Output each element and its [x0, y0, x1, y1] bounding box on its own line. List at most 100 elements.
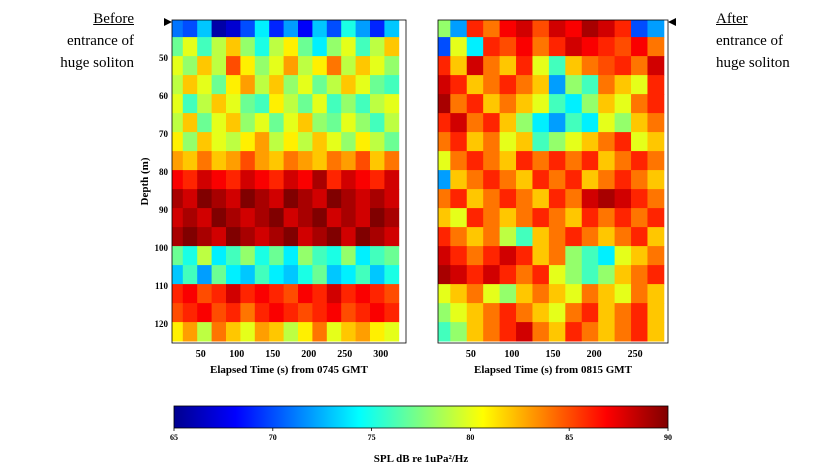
heatmap-cell: [647, 303, 665, 323]
heatmap-cell: [438, 170, 451, 190]
heatmap-cell: [197, 246, 212, 266]
heatmap-cell: [384, 132, 400, 152]
heatmap-cell: [182, 265, 198, 285]
after-heading: After: [716, 11, 748, 27]
before-heatmap-panel: 50 100 150 200 250 300 Elapsed Time (s) from 0…: [171, 19, 407, 376]
heatmap-cell: [384, 113, 400, 133]
after-line1: entrance of: [716, 33, 784, 49]
heatmap-cell: [355, 265, 371, 285]
heatmap-cell: [298, 322, 313, 342]
heatmap-cell: [565, 37, 583, 57]
heatmap-cell: [298, 170, 313, 190]
heatmap-cell: [466, 56, 484, 76]
heatmap-cell: [532, 170, 550, 190]
heatmap-cell: [466, 170, 484, 190]
depth-axis: 50 60 70 80 90 100 110 120 Depth (m): [139, 53, 169, 329]
heatmap-cell: [269, 208, 284, 228]
heatmap-cell: [211, 75, 227, 95]
heatmap-cell: [172, 303, 184, 323]
heatmap-cell: [565, 94, 583, 114]
heatmap-cell: [548, 132, 566, 152]
heatmap-cell: [197, 265, 212, 285]
heatmap-cell: [298, 246, 313, 266]
heatmap-cell: [614, 265, 632, 285]
heatmap-cell: [182, 20, 198, 38]
heatmap-cell: [269, 75, 284, 95]
heatmap-cell: [370, 246, 385, 266]
heatmap-cell: [598, 208, 616, 228]
heatmap-cell: [516, 132, 533, 152]
heatmap-cell: [581, 151, 599, 171]
heatmap-cell: [631, 208, 648, 228]
heatmap-cell: [370, 227, 385, 247]
heatmap-cell: [211, 284, 227, 304]
heatmap-cell: [516, 303, 533, 323]
heatmap-cell: [182, 284, 198, 304]
heatmap-cell: [172, 246, 184, 266]
heatmap-cell: [548, 37, 566, 57]
heatmap-cell: [548, 94, 566, 114]
heatmap-cell: [298, 208, 313, 228]
heatmap-cell: [614, 37, 632, 57]
heatmap-cell: [438, 208, 451, 228]
heatmap-cell: [565, 303, 583, 323]
heatmap-cell: [254, 265, 270, 285]
heatmap-cell: [532, 189, 550, 209]
y-tick-label: 100: [155, 243, 169, 253]
heatmap-cell: [614, 246, 632, 266]
heatmap-cell: [516, 170, 533, 190]
heatmap-cell: [226, 265, 241, 285]
heatmap-cell: [548, 284, 566, 304]
heatmap-cell: [598, 246, 616, 266]
heatmap-cell: [283, 265, 299, 285]
heatmap-cell: [283, 170, 299, 190]
heatmap-cell: [438, 132, 451, 152]
heatmap-cell: [614, 113, 632, 133]
heatmap-cell: [312, 170, 328, 190]
heatmap-cell: [355, 94, 371, 114]
heatmap-cell: [355, 20, 371, 38]
heatmap-cell: [355, 284, 371, 304]
heatmap-cell: [370, 132, 385, 152]
y-tick-label: 70: [159, 129, 169, 139]
heatmap-cell: [466, 132, 484, 152]
heatmap-cell: [326, 75, 342, 95]
heatmap-cell: [466, 246, 484, 266]
heatmap-cell: [254, 75, 270, 95]
x-axis-title: Elapsed Time (s) from 0815 GMT: [474, 364, 633, 376]
heatmap-cell: [499, 151, 517, 171]
heatmap-cell: [581, 189, 599, 209]
depth-markers: [164, 18, 676, 26]
heatmap-cell: [197, 94, 212, 114]
heatmap-cell: [483, 94, 501, 114]
heatmap-cell: [532, 113, 550, 133]
heatmap-cell: [438, 37, 451, 57]
heatmap-cell: [226, 322, 241, 342]
heatmap-cell: [438, 265, 451, 285]
heatmap-cell: [326, 189, 342, 209]
colorbar-tick-label: 80: [466, 433, 474, 442]
heatmap-cell: [631, 265, 648, 285]
heatmap-cell: [450, 151, 468, 171]
heatmap-cell: [254, 56, 270, 76]
heatmap-cell: [355, 151, 371, 171]
heatmap-cell: [341, 75, 356, 95]
heatmap-cell: [172, 227, 184, 247]
heatmap-cell: [269, 303, 284, 323]
heatmap-cell: [326, 94, 342, 114]
heatmap-cell: [581, 303, 599, 323]
heatmap-cell: [197, 151, 212, 171]
heatmap-cell: [355, 208, 371, 228]
heatmap-cell: [581, 170, 599, 190]
heatmap-cell: [532, 322, 550, 342]
heatmap-cell: [565, 113, 583, 133]
heatmap-cell: [598, 113, 616, 133]
heatmap-cell: [581, 208, 599, 228]
heatmap-cell: [581, 113, 599, 133]
heatmap-cell: [172, 322, 184, 342]
heatmap-cell: [450, 20, 468, 38]
heatmap-cell: [226, 75, 241, 95]
heatmap-cell: [631, 37, 648, 57]
heatmap-cell: [312, 37, 328, 57]
heatmap-cell: [254, 246, 270, 266]
